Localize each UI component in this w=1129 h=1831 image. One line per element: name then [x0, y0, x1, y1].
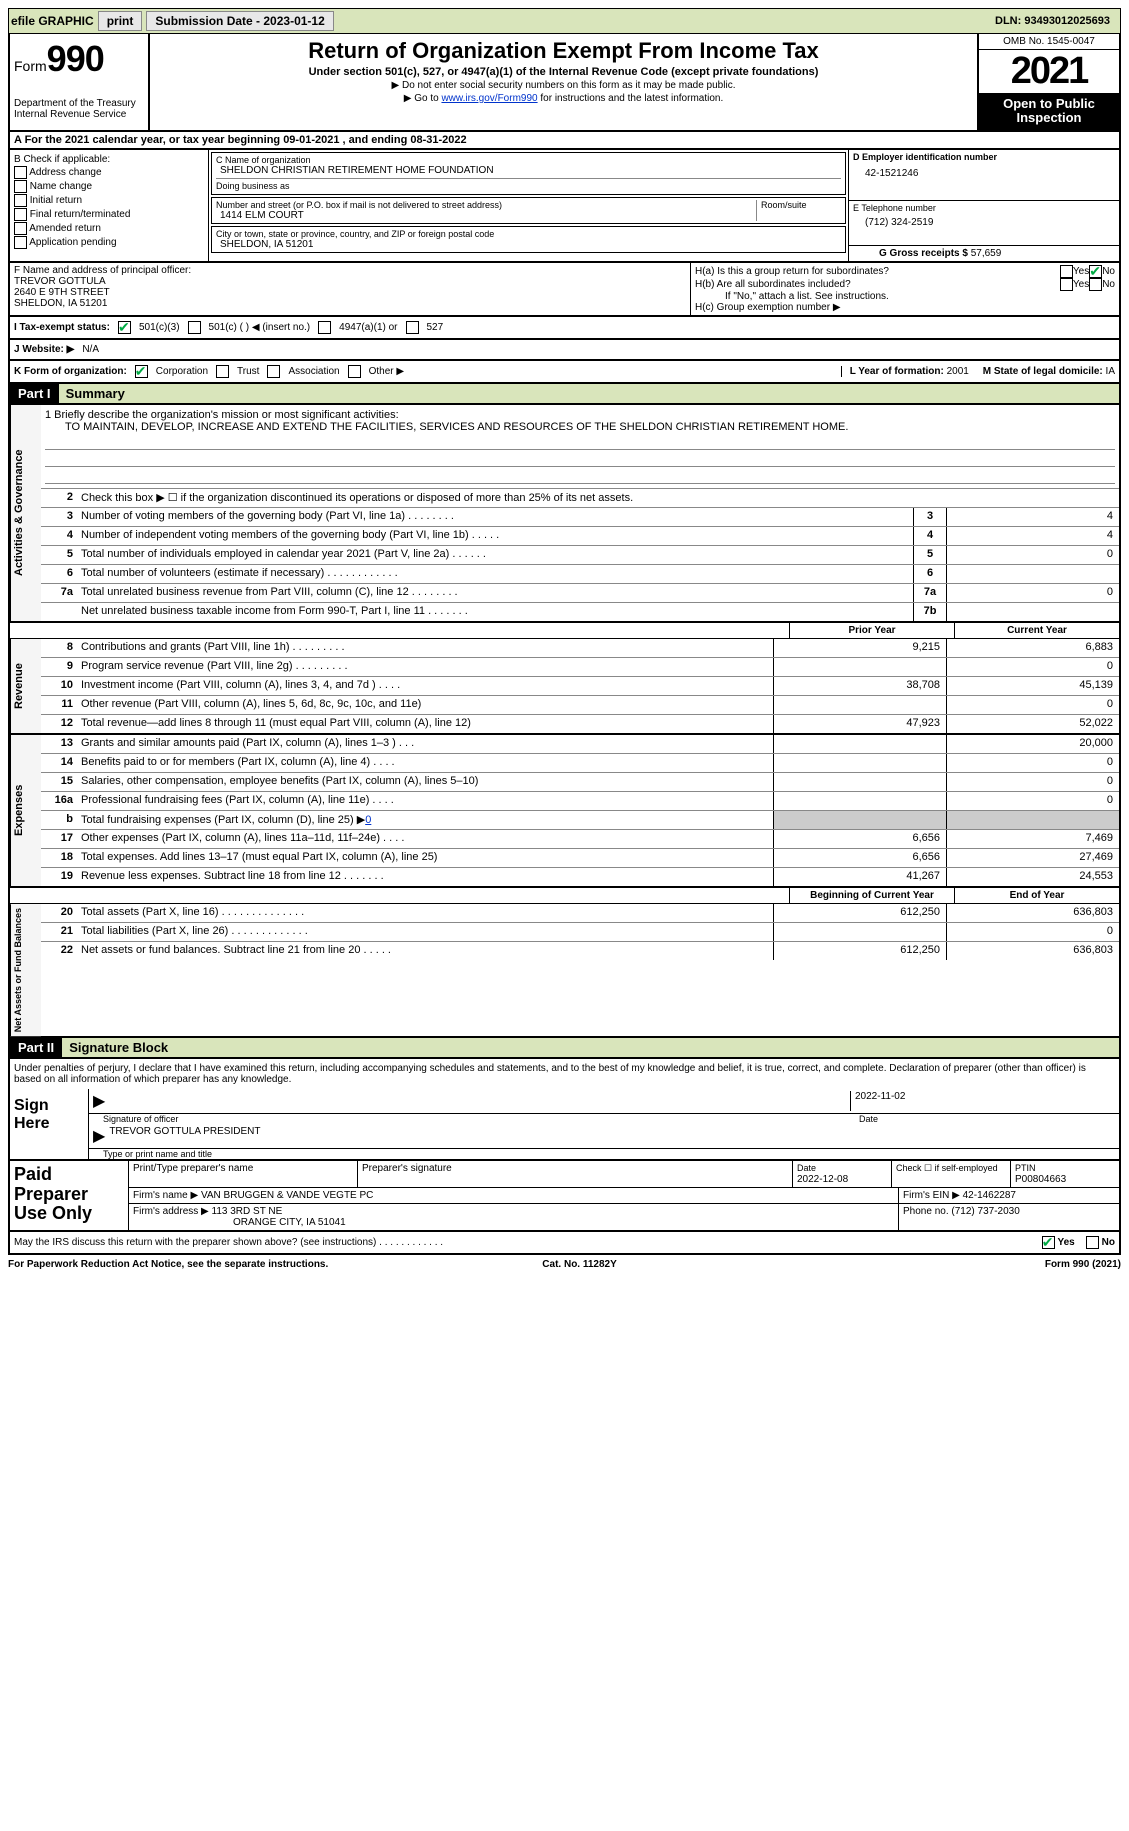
top-toolbar: efile GRAPHIC print Submission Date - 20… [8, 8, 1121, 34]
chk-527[interactable] [406, 321, 419, 334]
tab-expenses: Expenses [10, 735, 41, 886]
chk-pending[interactable] [14, 236, 27, 249]
telephone: (712) 324-2519 [853, 213, 1115, 228]
col-de: D Employer identification number 42-1521… [848, 150, 1119, 261]
discuss-yes[interactable] [1042, 1236, 1055, 1249]
section-bcde: B Check if applicable: Address change Na… [8, 150, 1121, 263]
discuss-no[interactable] [1086, 1236, 1099, 1249]
officer-name: TREVOR GOTTULA [14, 276, 686, 287]
preparer-block: Paid Preparer Use Only Print/Type prepar… [8, 1161, 1121, 1232]
form-header: Form990 Department of the Treasury Inter… [8, 34, 1121, 132]
chk-amended[interactable] [14, 222, 27, 235]
arrow-icon: ▶ [93, 1091, 105, 1111]
tab-governance: Activities & Governance [10, 405, 41, 621]
col-b-checkboxes: B Check if applicable: Address change Na… [10, 150, 209, 261]
chk-assoc[interactable] [267, 365, 280, 378]
dln-label: DLN: 93493012025693 [995, 15, 1118, 27]
org-address: 1414 ELM COURT [216, 210, 756, 221]
sign-here-label: Sign Here [10, 1089, 89, 1159]
efile-label: efile GRAPHIC [11, 14, 94, 28]
form-prefix: Form [14, 58, 47, 74]
ha-no[interactable] [1089, 265, 1102, 278]
irs-link[interactable]: www.irs.gov/Form990 [441, 93, 537, 104]
print-button[interactable]: print [98, 11, 143, 31]
revenue-section: Prior YearCurrent Year Revenue 8Contribu… [8, 623, 1121, 735]
officer-block: F Name and address of principal officer:… [10, 263, 691, 315]
form-title: Return of Organization Exempt From Incom… [154, 38, 973, 64]
tax-status-row: I Tax-exempt status: 501(c)(3) 501(c) ( … [8, 317, 1121, 340]
chk-501c3[interactable] [118, 321, 131, 334]
tab-revenue: Revenue [10, 639, 41, 733]
website-row: J Website: ▶ N/A [8, 340, 1121, 361]
gross-receipts: 57,659 [971, 248, 1002, 259]
chk-name[interactable] [14, 180, 27, 193]
col-c: C Name of organization SHELDON CHRISTIAN… [209, 150, 848, 261]
chk-initial[interactable] [14, 194, 27, 207]
website-value: N/A [82, 344, 99, 355]
netassets-section: Beginning of Current YearEnd of Year Net… [8, 888, 1121, 1038]
paid-preparer-label: Paid Preparer Use Only [10, 1161, 129, 1230]
goto-note: ▶ Go to www.irs.gov/Form990 for instruct… [154, 93, 973, 104]
ssn-note: ▶ Do not enter social security numbers o… [154, 80, 973, 91]
tab-netassets: Net Assets or Fund Balances [10, 904, 41, 1036]
chk-other[interactable] [348, 365, 361, 378]
korg-row: K Form of organization: Corporation Trus… [8, 361, 1121, 384]
chk-corp[interactable] [135, 365, 148, 378]
ha-yes[interactable] [1060, 265, 1073, 278]
officer-signature-name: TREVOR GOTTULA PRESIDENT [109, 1126, 260, 1146]
chk-final[interactable] [14, 208, 27, 221]
mission-text: TO MAINTAIN, DEVELOP, INCREASE AND EXTEN… [45, 421, 1115, 433]
firm-name: VAN BRUGGEN & VANDE VEGTE PC [201, 1190, 373, 1201]
form-subtitle: Under section 501(c), 527, or 4947(a)(1)… [154, 66, 973, 78]
org-name: SHELDON CHRISTIAN RETIREMENT HOME FOUNDA… [216, 165, 841, 176]
header-left: Form990 Department of the Treasury Inter… [10, 34, 150, 130]
ein-value: 42-1521246 [853, 162, 1115, 179]
hb-no[interactable] [1089, 278, 1102, 291]
chk-address[interactable] [14, 166, 27, 179]
mission-block: 1 Briefly describe the organization's mi… [41, 405, 1119, 489]
tax-year: 2021 [979, 50, 1119, 93]
hb-yes[interactable] [1060, 278, 1073, 291]
header-right: OMB No. 1545-0047 2021 Open to Public In… [977, 34, 1119, 130]
chk-trust[interactable] [216, 365, 229, 378]
discuss-row: May the IRS discuss this return with the… [8, 1232, 1121, 1255]
dept-label: Department of the Treasury [14, 98, 144, 109]
form-number: 990 [47, 38, 104, 79]
chk-501c[interactable] [188, 321, 201, 334]
governance-section: Activities & Governance 1 Briefly descri… [8, 405, 1121, 623]
row-fh: F Name and address of principal officer:… [8, 263, 1121, 317]
signature-block: Under penalties of perjury, I declare th… [8, 1059, 1121, 1161]
submission-date: Submission Date - 2023-01-12 [146, 11, 333, 31]
part2-bar: Part II Signature Block [8, 1038, 1121, 1059]
expenses-section: Expenses 13Grants and similar amounts pa… [8, 735, 1121, 888]
header-mid: Return of Organization Exempt From Incom… [150, 34, 977, 130]
arrow-icon: ▶ [93, 1126, 105, 1146]
omb-number: OMB No. 1545-0047 [979, 34, 1119, 50]
page-footer: For Paperwork Reduction Act Notice, see … [8, 1255, 1121, 1274]
part1-bar: Part I Summary [8, 384, 1121, 405]
h-block: H(a) Is this a group return for subordin… [691, 263, 1119, 315]
chk-4947[interactable] [318, 321, 331, 334]
irs-label: Internal Revenue Service [14, 109, 144, 120]
row-a-period: A For the 2021 calendar year, or tax yea… [8, 132, 1121, 150]
org-city: SHELDON, IA 51201 [216, 239, 841, 250]
public-inspection: Open to Public Inspection [979, 93, 1119, 130]
fundraising-link[interactable]: 0 [365, 814, 371, 826]
